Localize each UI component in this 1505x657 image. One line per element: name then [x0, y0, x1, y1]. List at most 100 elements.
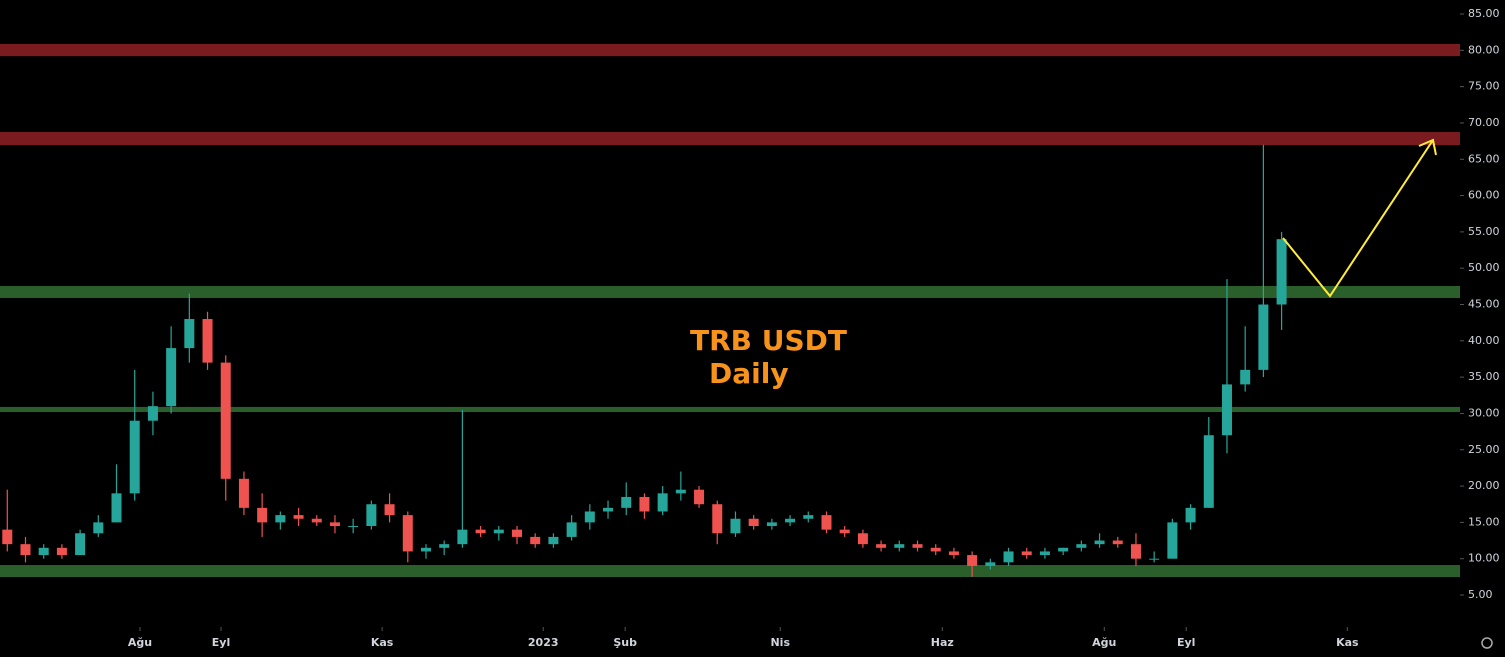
candle-body [1112, 540, 1123, 545]
y-tick-label: 75.00 [1468, 80, 1500, 93]
candle-body [584, 511, 595, 523]
candle-body [603, 507, 614, 512]
y-tick-label: 60.00 [1468, 189, 1500, 202]
candle-body [20, 544, 31, 556]
y-tick-label: 35.00 [1468, 370, 1500, 383]
y-tick-label: 80.00 [1468, 43, 1500, 56]
candle-body [1258, 304, 1269, 370]
candle-body [366, 504, 377, 527]
level-zone [0, 285, 1460, 298]
candle-body [475, 529, 486, 534]
candle-body [985, 562, 996, 566]
x-tick-label: Şub [613, 636, 637, 649]
y-tick-label: 45.00 [1468, 298, 1500, 311]
candle-body [1094, 540, 1105, 545]
candle-body [348, 526, 359, 528]
candle-body [1149, 558, 1160, 560]
chart-title: TRB USDT [690, 324, 847, 357]
candle-body [967, 555, 978, 566]
candle-body [1021, 551, 1032, 556]
candle-body [548, 536, 559, 545]
settings-icon[interactable] [1481, 637, 1493, 649]
candle-body [220, 362, 231, 479]
candle-body [1076, 544, 1087, 548]
candle-body [1203, 435, 1214, 508]
candle-body [712, 504, 723, 534]
candle-body [1003, 551, 1014, 563]
candle-body [202, 319, 213, 363]
y-tick-label: 85.00 [1468, 7, 1500, 20]
y-tick-label: 5.00 [1468, 588, 1493, 601]
candle-body [566, 522, 577, 537]
candle-body [56, 547, 67, 556]
level-zone [0, 132, 1460, 146]
candle-body [38, 547, 49, 556]
y-tick-label: 20.00 [1468, 479, 1500, 492]
candle-body [821, 515, 832, 530]
candle-body [803, 515, 814, 519]
candle-body [730, 518, 741, 534]
y-tick-label: 15.00 [1468, 515, 1500, 528]
candle-body [948, 551, 959, 556]
candle-body [639, 496, 650, 512]
candle-body [748, 518, 759, 527]
candle-body [75, 533, 86, 556]
candle-body [111, 493, 122, 523]
y-tick-label: 40.00 [1468, 334, 1500, 347]
level-zone [0, 44, 1460, 57]
y-tick-label: 10.00 [1468, 552, 1500, 565]
candle-body [329, 522, 340, 527]
candle-body [621, 496, 632, 508]
candle-body [457, 529, 468, 545]
candle-body [275, 515, 286, 523]
x-tick-label: Kas [371, 636, 394, 649]
candle-body [402, 515, 413, 552]
candle-body [93, 522, 104, 534]
x-tick-label: Haz [931, 636, 954, 649]
candle-body [238, 478, 249, 508]
y-tick-label: 25.00 [1468, 443, 1500, 456]
candle-body [1276, 239, 1287, 305]
y-tick-label: 70.00 [1468, 116, 1500, 129]
x-tick-label: Ağu [1092, 636, 1116, 649]
y-tick-label: 55.00 [1468, 225, 1500, 238]
candle-body [1240, 369, 1251, 385]
candle-body [766, 522, 777, 527]
candle-body [512, 529, 523, 537]
x-tick-label: Eyl [212, 636, 230, 649]
candle-body [694, 489, 705, 505]
y-tick-label: 50.00 [1468, 261, 1500, 274]
chart-subtitle: Daily [709, 357, 789, 390]
candle-body [530, 536, 541, 545]
candle-body [2, 529, 13, 545]
level-zone [0, 565, 1460, 577]
x-tick-label: Eyl [1177, 636, 1195, 649]
candle-body [675, 489, 686, 494]
candle-body [129, 420, 140, 494]
x-tick-label: Nis [770, 636, 790, 649]
candle-body [1130, 544, 1141, 559]
projection-arrow [1282, 139, 1434, 298]
candle-body [384, 504, 395, 516]
candle-body [257, 507, 268, 523]
candle-body [1221, 384, 1232, 436]
candle-body [657, 493, 668, 512]
candle-body [1185, 507, 1196, 523]
candle-body [839, 529, 850, 534]
candle-body [1039, 551, 1050, 556]
candle-body [420, 547, 431, 552]
candle-body [293, 515, 304, 519]
candle-body [876, 544, 887, 548]
candle-body [184, 319, 195, 349]
candle-body [311, 518, 322, 523]
candle-body [1167, 522, 1178, 559]
arrow-head [1418, 138, 1437, 156]
candle-body [894, 544, 905, 548]
x-tick-label: Ağu [128, 636, 152, 649]
y-tick-label: 30.00 [1468, 406, 1500, 419]
candle-body [147, 406, 158, 421]
candle-body [912, 544, 923, 548]
candle-body [1058, 547, 1069, 552]
y-tick-label: 65.00 [1468, 152, 1500, 165]
candle-body [493, 529, 504, 534]
